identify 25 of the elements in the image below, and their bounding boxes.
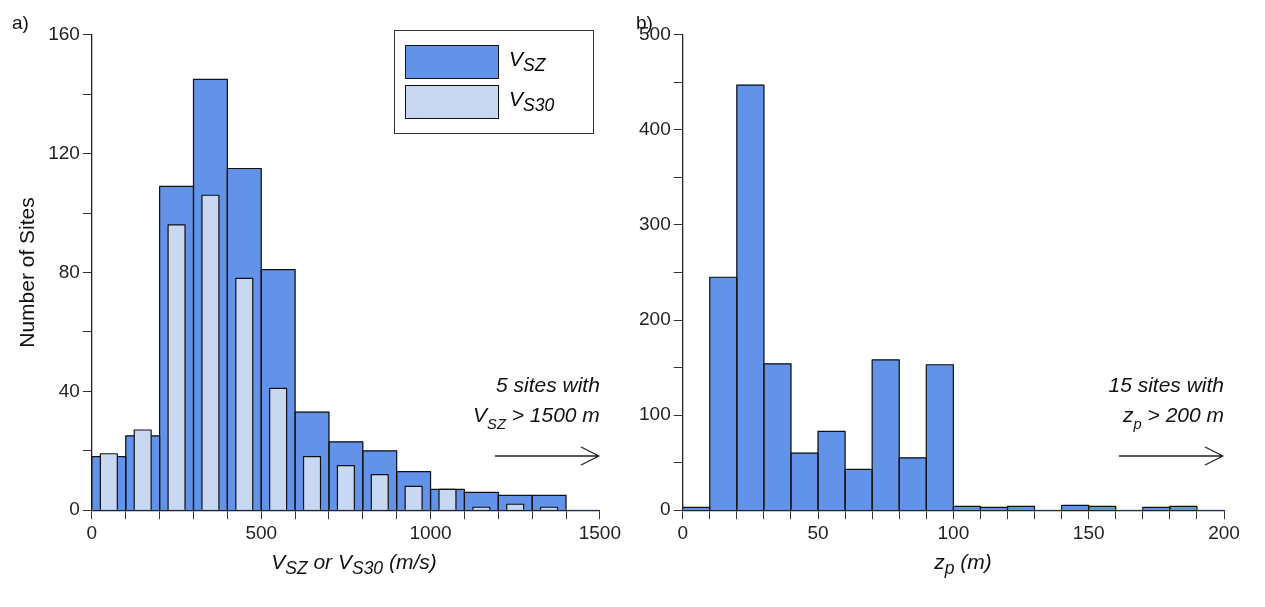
legend-label: V$_{SZ}$: [509, 47, 546, 77]
y-tick-label: 120: [48, 141, 80, 163]
y-tick-label: 100: [639, 403, 671, 425]
x-tick-label: 150: [1072, 521, 1105, 543]
legend-label: V$_{S30}$: [509, 87, 555, 117]
x-tick-label: 0: [677, 521, 688, 543]
y-tick-label: 0: [660, 498, 671, 520]
y-tick-label: 200: [639, 308, 671, 330]
y-tick-label: 160: [48, 23, 80, 45]
y-tick-label: 300: [639, 213, 671, 235]
x-tick-label: 1500: [578, 521, 622, 543]
x-tick-label: 50: [807, 521, 829, 543]
x-tick-label: 100: [937, 521, 970, 543]
x-axis-title: V$_{SZ}$ or V$_{S30}$ (m/s): [270, 550, 438, 580]
y-axis-title: Number of Sites: [15, 197, 39, 348]
y-tick-label: 80: [58, 260, 80, 282]
x-tick-label: 500: [245, 521, 278, 543]
x-axis-title: z$_{p}$ (m): [933, 550, 993, 580]
y-tick-label: 0: [69, 498, 80, 520]
x-tick-label: 200: [1208, 521, 1240, 543]
x-tick-label: 0: [86, 521, 98, 543]
chart-title: a): [12, 11, 29, 33]
y-tick-label: 400: [639, 118, 671, 140]
x-tick-label: 1000: [409, 521, 452, 543]
y-tick-label: 40: [58, 379, 80, 401]
